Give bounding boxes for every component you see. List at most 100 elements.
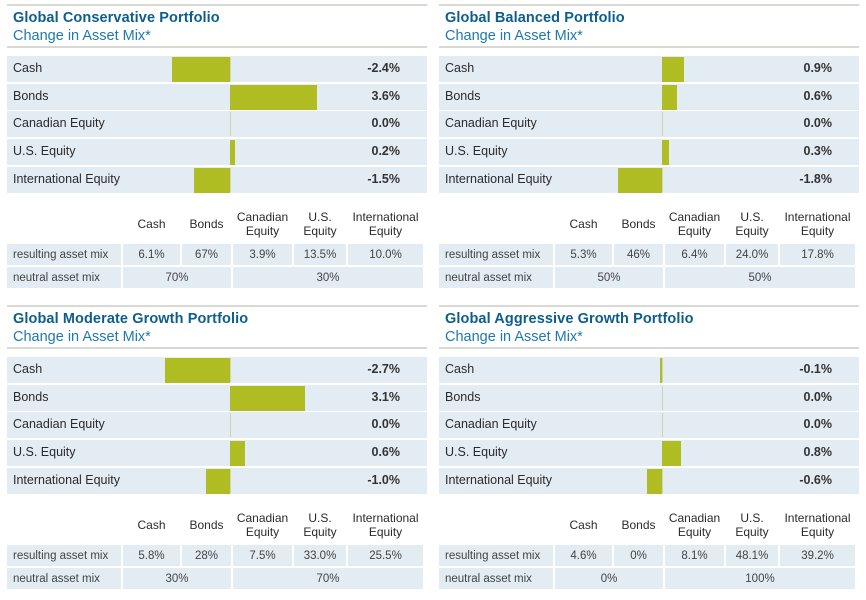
asset-mix-table: Cash Bonds Canadian Equity U.S. Equity Int… xyxy=(5,206,425,290)
bar-international-equity xyxy=(193,167,230,193)
header-cash: Cash xyxy=(137,217,166,231)
resulting-cash: 6.1% xyxy=(123,244,180,265)
bar-label: U.S. Equity xyxy=(445,445,508,460)
change-bar-chart: Cash -0.1% Bonds 0.0% Canadian Equity 0.… xyxy=(439,357,859,495)
bar-value-label: 0.3% xyxy=(803,144,833,159)
bar-row-us-equity: U.S. Equity 0.8% xyxy=(439,440,859,467)
bar-bonds xyxy=(230,84,318,110)
zero-line xyxy=(230,57,231,81)
bar-row-canadian-equity: Canadian Equity 0.0% xyxy=(7,412,427,439)
bar-label: International Equity xyxy=(13,472,121,487)
header-us-equity: U.S. Equity xyxy=(294,208,346,242)
bar-row-us-equity: U.S. Equity 0.6% xyxy=(7,440,427,467)
resulting-us-equity: 48.1% xyxy=(726,545,778,566)
bar-us-equity xyxy=(662,140,670,166)
resulting-asset-mix-row: resulting asset mix 4.6% 0% 8.1% 48.1% 3… xyxy=(439,545,855,566)
neutral-fixed-income: 50% xyxy=(555,267,663,288)
bar-label: Bonds xyxy=(13,88,49,103)
asset-mix-header-row: Cash Bonds Canadian Equity U.S. Equity Int… xyxy=(7,509,423,543)
row-label: resulting asset mix xyxy=(7,244,121,265)
header-line: Equity xyxy=(677,525,712,539)
panel-title: Global Balanced Portfolio xyxy=(445,10,625,26)
bar-label: International Equity xyxy=(445,472,553,487)
bar-value-label: 3.6% xyxy=(371,88,401,103)
change-bar-chart: Cash -2.7% Bonds 3.1% Canadian Equity 0.… xyxy=(7,357,427,495)
bar-international-equity xyxy=(647,468,662,494)
bar-label: International Equity xyxy=(445,171,553,186)
row-label: resulting asset mix xyxy=(439,545,553,566)
header-canadian-equity: Canadian Equity xyxy=(665,208,724,242)
zero-line xyxy=(662,468,663,493)
zero-line xyxy=(230,112,231,137)
neutral-fixed-income: 70% xyxy=(123,267,231,288)
header-international-equity: International Equity xyxy=(780,208,855,242)
row-label: neutral asset mix xyxy=(439,568,553,589)
neutral-equity: 100% xyxy=(665,568,855,589)
divider-rule xyxy=(7,347,427,349)
bar-row-bonds: Bonds 3.1% xyxy=(7,384,427,411)
bar-value-label: 0.0% xyxy=(371,417,401,432)
bar-bonds xyxy=(662,84,677,110)
asset-mix-table: Cash Bonds Canadian Equity U.S. Equity Int… xyxy=(5,507,425,591)
bar-row-cash: Cash -2.7% xyxy=(7,357,427,383)
bar-label: U.S. Equity xyxy=(13,445,76,460)
top-rule xyxy=(7,4,427,6)
header-bonds: Bonds xyxy=(621,518,656,532)
resulting-canadian-equity: 8.1% xyxy=(665,545,724,566)
row-label: neutral asset mix xyxy=(439,267,553,288)
resulting-international-equity: 39.2% xyxy=(780,545,855,566)
resulting-canadian-equity: 7.5% xyxy=(233,545,292,566)
panel-subtitle: Change in Asset Mix* xyxy=(13,28,151,44)
header-line: U.S. xyxy=(740,210,764,224)
row-label: resulting asset mix xyxy=(439,244,553,265)
panel-subtitle: Change in Asset Mix* xyxy=(13,329,151,345)
header-bonds: Bonds xyxy=(621,217,656,231)
resulting-bonds: 67% xyxy=(182,244,231,265)
header-bonds: Bonds xyxy=(189,217,224,231)
header-line: Equity xyxy=(303,525,337,539)
zero-line xyxy=(662,167,663,192)
bar-value-label: 0.2% xyxy=(371,144,401,159)
bar-value-label: -0.6% xyxy=(799,472,832,487)
panel-title: Global Conservative Portfolio xyxy=(13,10,220,26)
header-line: Equity xyxy=(303,224,337,238)
bar-value-label: 0.0% xyxy=(803,116,833,131)
resulting-bonds: 28% xyxy=(182,545,231,566)
change-bar-chart: Cash -2.4% Bonds 3.6% Canadian Equity 0.… xyxy=(7,56,427,194)
top-rule xyxy=(439,4,859,6)
bar-international-equity xyxy=(205,468,230,494)
bar-label: Cash xyxy=(445,61,475,75)
zero-line xyxy=(230,468,231,493)
bar-value-label: -1.5% xyxy=(367,171,400,186)
bar-row-cash: Cash 0.9% xyxy=(439,56,859,82)
change-bar-chart: Cash 0.9% Bonds 0.6% Canadian Equity 0.0… xyxy=(439,56,859,194)
bar-row-international-equity: International Equity -0.6% xyxy=(439,467,859,494)
bar-row-bonds: Bonds 0.6% xyxy=(439,83,859,110)
header-international-equity: International Equity xyxy=(348,509,423,543)
asset-mix-table: Cash Bonds Canadian Equity U.S. Equity Int… xyxy=(437,206,857,290)
bar-row-us-equity: U.S. Equity 0.3% xyxy=(439,139,859,166)
neutral-asset-mix-row: neutral asset mix 0% 100% xyxy=(439,568,855,589)
bar-value-label: -2.4% xyxy=(367,61,400,75)
bar-cash xyxy=(164,358,230,383)
bar-value-label: 0.9% xyxy=(803,61,833,75)
row-label: neutral asset mix xyxy=(7,267,121,288)
resulting-bonds: 0% xyxy=(614,545,663,566)
header-line: Equity xyxy=(245,525,280,539)
resulting-cash: 5.8% xyxy=(123,545,180,566)
header-cash: Cash xyxy=(137,518,166,532)
header-line: Canadian xyxy=(236,511,289,525)
bar-value-label: 0.6% xyxy=(803,88,833,103)
resulting-canadian-equity: 6.4% xyxy=(665,244,724,265)
top-rule xyxy=(7,305,427,307)
header-blank xyxy=(7,208,121,242)
header-line: Canadian xyxy=(668,511,721,525)
bar-label: Canadian Equity xyxy=(445,116,537,131)
neutral-equity: 70% xyxy=(233,568,423,589)
resulting-bonds: 46% xyxy=(614,244,663,265)
row-label: neutral asset mix xyxy=(7,568,121,589)
bar-row-international-equity: International Equity -1.8% xyxy=(439,166,859,193)
header-canadian-equity: Canadian Equity xyxy=(233,208,292,242)
bar-row-bonds: Bonds 0.0% xyxy=(439,384,859,411)
header-line: International xyxy=(784,210,851,224)
